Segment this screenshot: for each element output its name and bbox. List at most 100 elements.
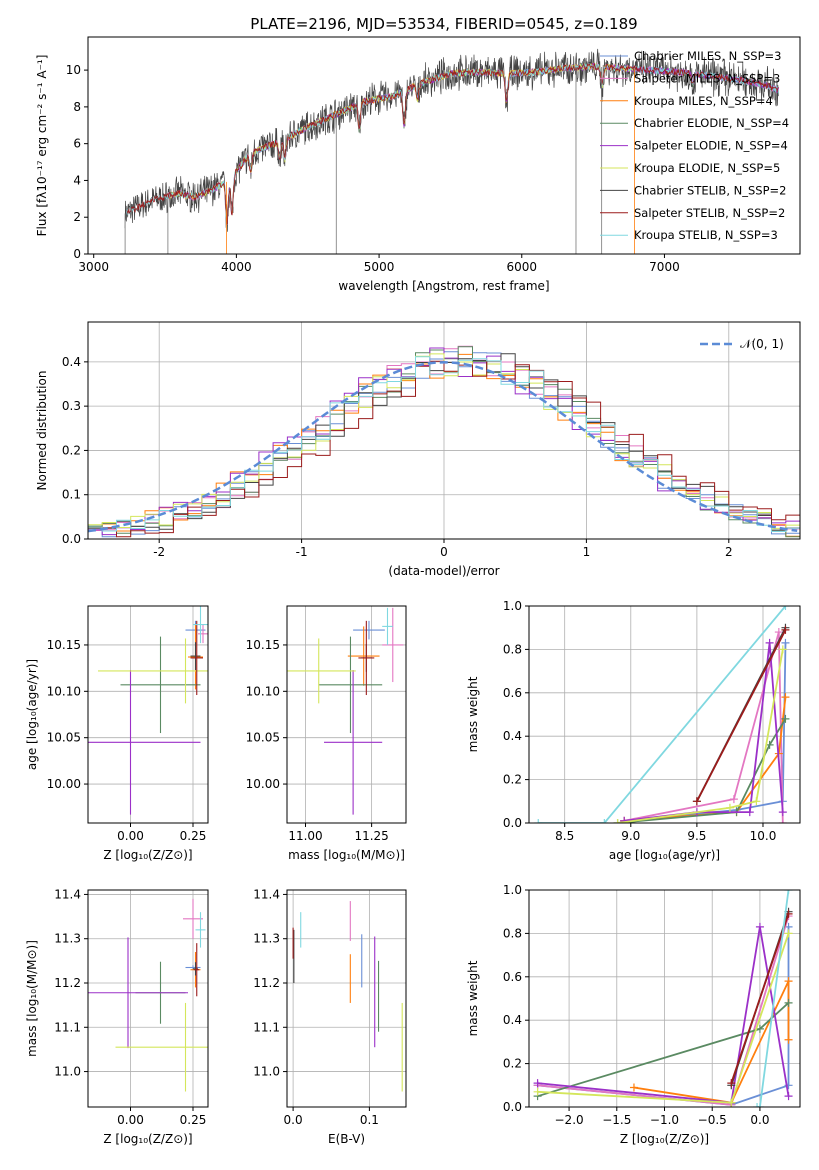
x-tick-label: 8.5 xyxy=(555,829,574,843)
weight-marker-2 xyxy=(784,1035,793,1044)
weight-marker-2 xyxy=(781,693,790,702)
x-tick-label: −0.5 xyxy=(698,1113,727,1127)
weight-line-3 xyxy=(537,1002,790,1098)
y-axis-label: age [log₁₀(age/yr)] xyxy=(25,659,39,770)
weight-marker-8 xyxy=(781,606,790,610)
axes-frame xyxy=(286,889,407,1108)
x-tick-label: −1.0 xyxy=(650,1113,679,1127)
weight-marker-8 xyxy=(600,819,609,823)
x-axis-label: Z [log₁₀(Z/Z⊙)] xyxy=(620,1132,709,1146)
weight-marker-4 xyxy=(533,1079,542,1088)
panel-spectrum: 3000 4000 5000 6000 7000 0 2 4 6 8 10 wavelength [A… xyxy=(35,36,801,293)
y-tick-label: 11.1 xyxy=(54,1020,81,1034)
histogram-5 xyxy=(88,353,800,538)
legend-label-3: Chabrier ELODIE, N_SSP=4 xyxy=(634,116,789,130)
x-tick-label: -1 xyxy=(296,545,308,559)
y-tick-label: 0.2 xyxy=(503,773,522,787)
weight-line-7 xyxy=(696,629,787,802)
histogram-2 xyxy=(88,353,800,537)
panel-weight-vs-Z: −2.0 −1.5 −1.0 −0.5 0.0 0.0 0.2 0.4 0.6 0.8 1.0 Z [… xyxy=(466,883,801,1146)
y-tick-label: 0.1 xyxy=(62,488,81,502)
y-tick-label: 8 xyxy=(73,100,81,114)
legend-label: 𝒩(0, 1) xyxy=(740,337,784,351)
x-tick-label: 0.00 xyxy=(117,829,144,843)
legend-label-2: Kroupa MILES, N_SSP=4 xyxy=(634,94,773,108)
y-tick-label: 0.8 xyxy=(503,926,522,940)
y-axis-label: mass weight xyxy=(466,676,480,752)
plot-area xyxy=(533,890,793,1107)
weight-marker-0 xyxy=(781,638,790,647)
y-tick-label: 0.6 xyxy=(503,970,522,984)
y-tick-label: 1.0 xyxy=(503,883,522,897)
weight-marker-1 xyxy=(778,819,787,823)
weight-marker-4 xyxy=(784,1092,793,1101)
weight-marker-5 xyxy=(752,797,761,806)
y-tick-label: 11.2 xyxy=(253,976,280,990)
x-tick-label: 11.00 xyxy=(288,829,322,843)
weight-marker-3 xyxy=(755,1024,764,1033)
x-axis-label: Z [log₁₀(Z/Z⊙)] xyxy=(103,848,192,862)
legend-label-0: Chabrier MILES, N_SSP=3 xyxy=(634,49,781,63)
y-tick-label: 11.3 xyxy=(253,932,280,946)
weight-marker-1 xyxy=(774,628,783,637)
y-tick-label: 0.4 xyxy=(503,1013,522,1027)
plot-area xyxy=(292,901,403,1092)
x-tick-label: 3000 xyxy=(78,260,109,274)
weight-marker-8 xyxy=(534,819,543,823)
y-tick-label: 11.4 xyxy=(253,887,280,901)
x-tick-label: −2.0 xyxy=(555,1113,584,1127)
weight-line-5 xyxy=(617,649,784,823)
histogram-0 xyxy=(88,351,800,538)
y-tick-label: 11.3 xyxy=(54,932,81,946)
y-tick-label: 1.0 xyxy=(503,599,522,613)
axes-frame xyxy=(286,605,407,824)
x-tick-label: 6000 xyxy=(506,260,537,274)
panel-age-vs-Z: 0.00 0.25 10.00 10.05 10.10 10.15 Z [log₁₀(Z/Z… xyxy=(25,605,209,862)
weight-marker-5 xyxy=(613,819,622,823)
x-tick-label: 0.25 xyxy=(180,829,207,843)
histogram-6 xyxy=(88,353,800,531)
axes-frame xyxy=(528,605,801,824)
weight-line-7 xyxy=(730,913,790,1084)
weight-marker-3 xyxy=(784,998,793,1007)
y-tick-label: 0.6 xyxy=(503,686,522,700)
x-axis-label: (data-model)/error xyxy=(388,564,499,578)
weight-line-0 xyxy=(537,926,790,1106)
x-tick-label: 0 xyxy=(440,545,448,559)
x-tick-label: 7000 xyxy=(649,260,680,274)
x-tick-label: 2 xyxy=(725,545,733,559)
y-tick-label: 11.1 xyxy=(253,1020,280,1034)
y-tick-label: 10.05 xyxy=(246,731,280,745)
y-axis-label: mass weight xyxy=(466,960,480,1036)
weight-marker-1 xyxy=(729,795,738,804)
plot-area xyxy=(88,898,208,1092)
weight-marker-5 xyxy=(727,1098,736,1107)
x-tick-label: −1.5 xyxy=(602,1113,631,1127)
plot-area xyxy=(88,345,800,538)
x-tick-label: 0.25 xyxy=(180,1113,207,1127)
y-tick-label: 10.10 xyxy=(47,684,81,698)
weight-line-2 xyxy=(633,980,790,1104)
x-axis-label: wavelength [Angstrom, rest frame] xyxy=(338,279,549,293)
weight-line-3 xyxy=(617,718,787,823)
y-tick-label: 4 xyxy=(73,173,81,187)
y-tick-label: 0.0 xyxy=(503,816,522,830)
weight-line-8 xyxy=(538,606,787,823)
legend-label-5: Kroupa ELODIE, N_SSP=5 xyxy=(634,161,780,175)
weight-marker-5 xyxy=(778,645,787,654)
panel-residuals: 𝒩(0, 1) -2 -1 0 1 2 0.0 0.1 0.2 0.3 0.4 (data-model… xyxy=(35,321,801,578)
x-axis-label: mass [log₁₀(M/M⊙)] xyxy=(288,848,405,862)
weight-marker-4 xyxy=(765,638,774,647)
legend-label-7: Salpeter STELIB, N_SSP=2 xyxy=(634,206,785,220)
x-tick-label: 9.0 xyxy=(621,829,640,843)
weight-line-8 xyxy=(757,890,790,1107)
y-axis-label: Normed distribution xyxy=(35,371,49,491)
y-tick-label: 11.0 xyxy=(253,1065,280,1079)
weight-marker-8 xyxy=(753,1103,762,1107)
x-tick-label: 5000 xyxy=(364,260,395,274)
x-tick-label: 1 xyxy=(583,545,591,559)
plot-area xyxy=(534,606,790,823)
spectrum-line-7 xyxy=(126,62,779,225)
y-tick-label: 0.0 xyxy=(503,1100,522,1114)
